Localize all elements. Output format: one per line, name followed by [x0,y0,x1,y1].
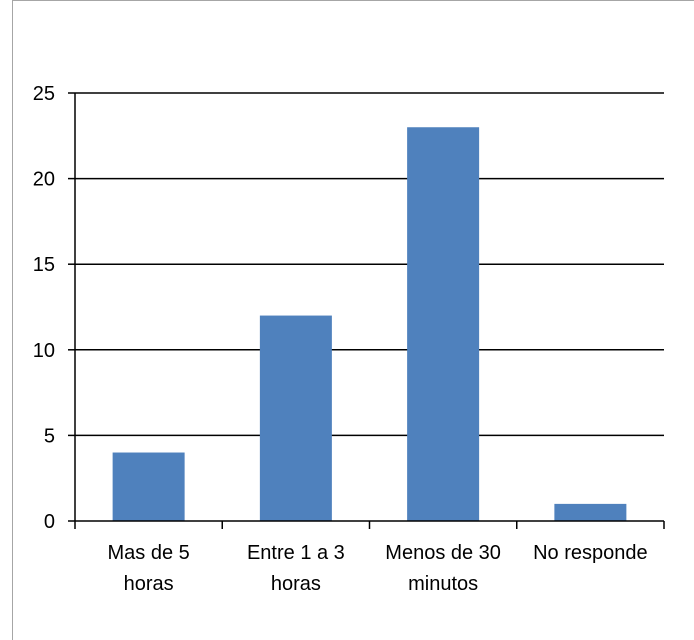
bar-chart: 0 5 10 15 20 25 Mas de 5 horas Entre 1 a 3 horas M… [33,83,665,595]
y-tick-label: 10 [33,340,55,362]
x-tick-label: horas [271,573,321,595]
y-tick-label: 20 [33,169,55,191]
x-tick-label: minutos [408,573,478,595]
x-tick-label: No responde [533,542,648,564]
y-tick-label: 0 [44,511,55,533]
x-tick-label: Mas de 5 [107,542,189,564]
x-tick-label: horas [124,573,174,595]
chart-frame [12,0,694,640]
x-tick-label: Entre 1 a 3 [247,542,345,564]
y-tick-label: 5 [44,425,55,447]
bar [259,315,332,521]
bar [407,127,480,522]
y-tick-label: 25 [33,83,55,105]
x-tick-label: Menos de 30 [385,542,501,564]
bar [554,503,627,521]
bar [112,452,185,521]
y-tick-label: 15 [33,254,55,276]
